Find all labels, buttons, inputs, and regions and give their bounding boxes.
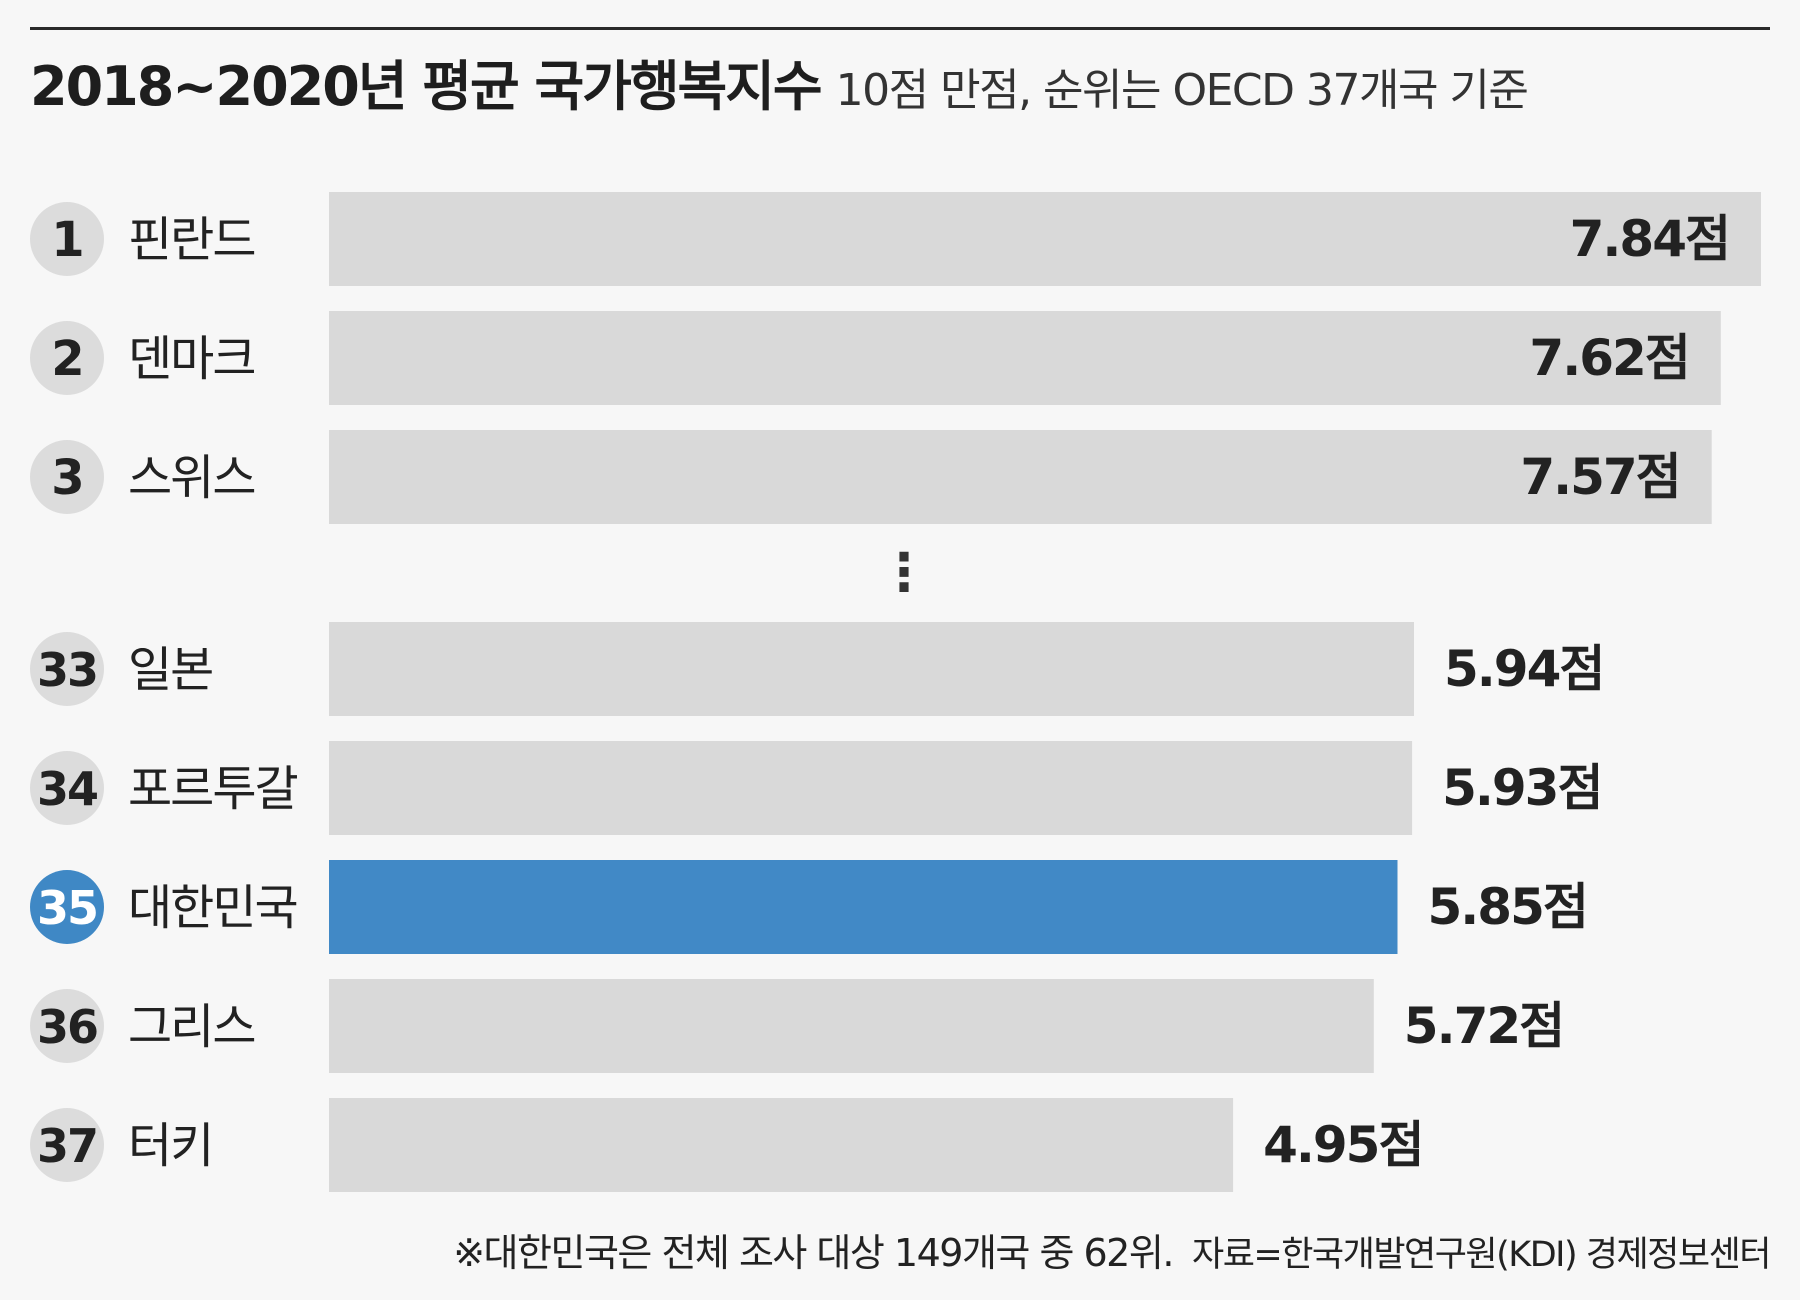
bar-rank-34 <box>329 741 1413 835</box>
gap-ellipsis-icon: ⋮ <box>878 543 930 603</box>
country-label-35: 대한민국 <box>128 880 297 936</box>
country-label-36: 그리스 <box>128 999 254 1055</box>
value-label-3: 7.57점 <box>1520 448 1679 506</box>
source-credit: 자료=한국개발연구원(KDI) 경제정보센터 <box>1192 1235 1772 1275</box>
rank-badge-1 <box>30 202 104 276</box>
rank-badge-3 <box>30 440 104 514</box>
value-label-1: 7.84점 <box>1570 210 1729 268</box>
rank-number-37: 37 <box>37 1119 97 1173</box>
rank-badge-34 <box>30 751 104 825</box>
value-label-36: 5.72점 <box>1404 997 1563 1055</box>
bar-rank-37 <box>329 1098 1234 1192</box>
footnote-korea-rank: ※대한민국은 전체 조사 대상 149개국 중 62위. <box>453 1231 1174 1275</box>
bar-rank-35 <box>329 860 1398 954</box>
happiness-bar-chart: 1 핀란드 7.84점 2 덴마크 7.62점 3 스위스 7.57점 33 일본 5.94점 34 포르… <box>30 192 1761 1192</box>
value-label-33: 5.94점 <box>1444 640 1603 698</box>
country-label-37: 터키 <box>128 1118 212 1174</box>
footnote-row: ※대한민국은 전체 조사 대상 149개국 중 62위. 자료=한국개발연구원(… <box>0 1222 1772 1277</box>
title-row: 2018~2020년 평균 국가행복지수 10점 만점, 순위는 OECD 37… <box>30 42 1770 121</box>
bar-rank-36 <box>329 979 1374 1073</box>
country-label-34: 포르투갈 <box>128 761 297 817</box>
bar-rank-1 <box>329 192 1761 286</box>
bar-rank-33 <box>329 622 1414 716</box>
rank-number-2: 2 <box>51 331 82 387</box>
rank-number-33: 33 <box>37 643 97 697</box>
country-label-3: 스위스 <box>128 450 254 506</box>
value-label-34: 5.93점 <box>1442 759 1601 817</box>
rank-badge-35 <box>30 870 104 944</box>
value-label-35: 5.85점 <box>1428 878 1587 936</box>
country-label-33: 일본 <box>128 642 212 698</box>
rank-badge-33 <box>30 632 104 706</box>
rank-number-3: 3 <box>51 450 82 506</box>
rank-badge-2 <box>30 321 104 395</box>
bar-rank-3 <box>329 430 1712 524</box>
country-label-2: 덴마크 <box>128 331 254 387</box>
country-label-1: 핀란드 <box>128 212 254 268</box>
rank-badge-37 <box>30 1108 104 1182</box>
chart-title: 2018~2020년 평균 국가행복지수 <box>30 55 823 118</box>
value-label-2: 7.62점 <box>1529 329 1688 387</box>
rank-badge-36 <box>30 989 104 1063</box>
bar-rank-2 <box>329 311 1721 405</box>
chart-subtitle: 10점 만점, 순위는 OECD 37개국 기준 <box>835 65 1529 116</box>
rank-number-35: 35 <box>37 881 97 935</box>
rank-number-34: 34 <box>37 762 97 816</box>
rank-number-36: 36 <box>37 1000 97 1054</box>
value-label-37: 4.95점 <box>1263 1116 1422 1174</box>
rank-number-1: 1 <box>51 212 82 268</box>
top-rule <box>30 27 1770 30</box>
